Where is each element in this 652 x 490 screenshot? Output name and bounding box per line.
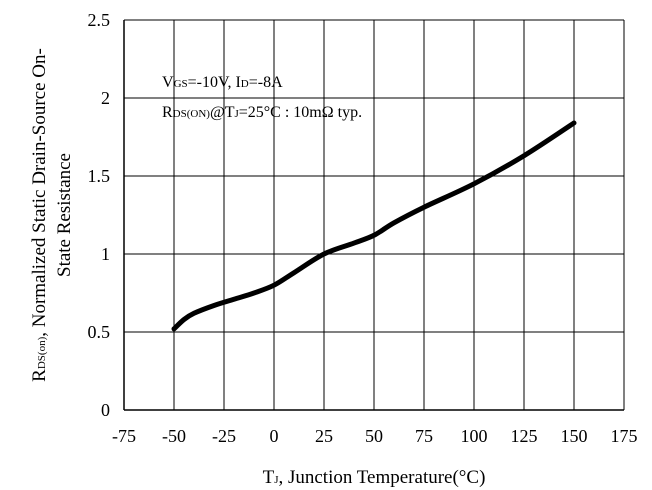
y-tick-label: 0.5 (88, 322, 111, 342)
x-tick-label: 100 (461, 426, 488, 446)
y-tick-label: 1.5 (88, 166, 111, 186)
y-tick-label: 2 (101, 88, 110, 108)
y-tick-label: 1 (101, 244, 110, 264)
x-tick-label: 0 (270, 426, 279, 446)
series-line (171, 120, 577, 332)
x-tick-label: 25 (315, 426, 333, 446)
x-tick-label: 75 (415, 426, 433, 446)
x-axis-label: TJ, Junction Temperature(°C) (263, 467, 486, 488)
y-axis-label-line-1: RDS(on), Normalized Static Drain-Source … (29, 48, 50, 382)
tick-labels: -75 -50 -25 0 25 50 75 100 125 150 175 0 0.5 1 1.5 2 2.5 (88, 10, 638, 446)
x-tick-label: -75 (112, 426, 136, 446)
annotation-line-2: RDS(ON)@TJ=25°C : 10mΩ typ. (162, 104, 362, 121)
x-tick-label: 125 (511, 426, 538, 446)
x-tick-label: -25 (212, 426, 236, 446)
y-axis-label-line-2: State Resistance (54, 153, 75, 277)
x-tick-label: -50 (162, 426, 186, 446)
y-tick-label: 2.5 (88, 10, 111, 30)
x-tick-label: 50 (365, 426, 383, 446)
x-tick-label: 175 (611, 426, 638, 446)
x-tick-label: 150 (561, 426, 588, 446)
y-tick-label: 0 (101, 400, 110, 420)
annotation-line-1: VGS=-10V, ID=-8A (162, 74, 283, 91)
grid (123, 19, 625, 411)
